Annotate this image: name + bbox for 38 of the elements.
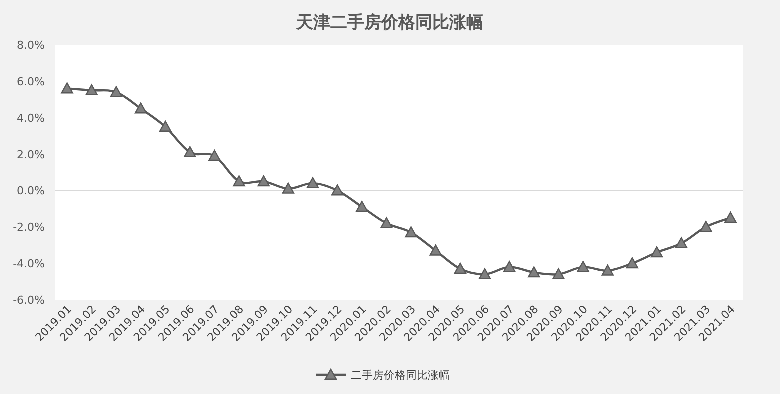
- point: [306, 177, 320, 188]
- y-tick-label: -6.0%: [13, 294, 45, 307]
- point: [675, 237, 688, 249]
- point: [700, 221, 712, 232]
- point: [258, 176, 270, 187]
- point: [528, 266, 540, 278]
- point: [602, 264, 614, 276]
- point: [724, 212, 737, 224]
- legend-label: 二手房价格同比涨幅: [351, 369, 450, 382]
- point: [159, 120, 172, 132]
- point: [233, 176, 246, 187]
- point: [110, 86, 123, 98]
- point: [61, 82, 74, 94]
- chart-title: 天津二手房价格同比涨幅: [296, 13, 484, 33]
- point: [380, 217, 393, 228]
- point: [356, 201, 368, 212]
- point: [503, 261, 516, 272]
- point: [405, 226, 418, 238]
- point: [650, 246, 664, 258]
- point: [552, 268, 565, 280]
- point: [577, 261, 590, 272]
- y-tick-label: 4.0%: [17, 112, 45, 125]
- point: [86, 84, 98, 96]
- y-tick-label: -4.0%: [13, 258, 45, 271]
- point: [626, 257, 639, 269]
- y-tick-label: 0.0%: [17, 184, 45, 198]
- point: [134, 102, 148, 114]
- point: [454, 262, 467, 274]
- point: [282, 182, 295, 194]
- y-tick-label: 8.0%: [17, 39, 45, 52]
- y-tick-label: -2.0%: [13, 221, 45, 234]
- point: [478, 268, 492, 280]
- point: [184, 146, 196, 158]
- y-tick-label: 6.0%: [17, 75, 45, 88]
- point: [331, 184, 344, 196]
- point: [430, 244, 442, 256]
- point: [208, 150, 221, 162]
- y-tick-label: 2.0%: [17, 148, 45, 162]
